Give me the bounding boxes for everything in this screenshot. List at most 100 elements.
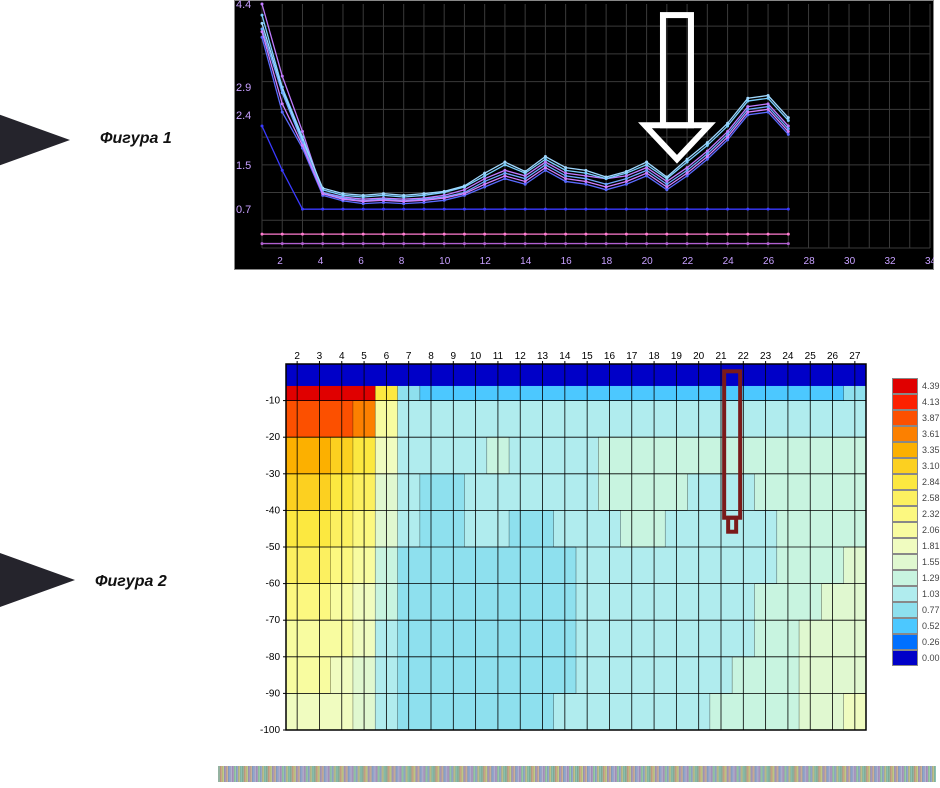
decor-chevron-1	[0, 50, 70, 230]
svg-text:10: 10	[439, 256, 451, 267]
svg-text:10: 10	[470, 351, 482, 362]
colorbar-swatch	[892, 394, 918, 410]
svg-text:-20: -20	[266, 432, 281, 443]
svg-text:25: 25	[805, 351, 817, 362]
svg-text:20: 20	[642, 256, 654, 267]
svg-text:4: 4	[318, 256, 324, 267]
svg-text:2: 2	[294, 351, 300, 362]
svg-text:26: 26	[827, 351, 839, 362]
svg-text:-90: -90	[266, 688, 281, 699]
svg-text:32: 32	[885, 256, 897, 267]
svg-text:22: 22	[682, 256, 694, 267]
svg-text:4.4: 4.4	[236, 0, 251, 11]
svg-text:-50: -50	[266, 542, 281, 553]
svg-text:21: 21	[715, 351, 727, 362]
colorbar-value: 0.26	[918, 637, 940, 647]
svg-text:27: 27	[849, 351, 861, 362]
svg-text:-40: -40	[266, 505, 281, 516]
colorbar-swatch	[892, 458, 918, 474]
colorbar-value: 3.10	[918, 461, 940, 471]
colorbar-swatch	[892, 602, 918, 618]
colorbar-value: 1.55	[918, 557, 940, 567]
svg-text:34: 34	[925, 256, 934, 267]
colorbar-value: 1.29	[918, 573, 940, 583]
svg-text:30: 30	[844, 256, 856, 267]
svg-text:26: 26	[763, 256, 775, 267]
colorbar-value: 0.52	[918, 621, 940, 631]
colorbar-swatch	[892, 410, 918, 426]
svg-text:18: 18	[601, 256, 613, 267]
colorbar-swatch	[892, 474, 918, 490]
figure1-chart: 0.71.52.42.94.42468101214161820222426283…	[234, 0, 934, 270]
colorbar-value: 3.61	[918, 429, 940, 439]
svg-text:16: 16	[604, 351, 616, 362]
colorbar-value: 1.81	[918, 541, 940, 551]
colorbar-value: 2.06	[918, 525, 940, 535]
svg-text:2.9: 2.9	[236, 82, 251, 94]
colorbar-value: 0.00	[918, 653, 940, 663]
svg-text:28: 28	[804, 256, 816, 267]
svg-text:19: 19	[671, 351, 683, 362]
colorbar-value: 4.39	[918, 381, 940, 391]
svg-text:17: 17	[626, 351, 638, 362]
colorbar-value: 4.13	[918, 397, 940, 407]
svg-text:3: 3	[317, 351, 323, 362]
svg-text:8: 8	[428, 351, 434, 362]
colorbar-swatch	[892, 378, 918, 394]
svg-text:14: 14	[520, 256, 532, 267]
colorbar-swatch	[892, 650, 918, 666]
colorbar-swatch	[892, 586, 918, 602]
svg-text:5: 5	[361, 351, 367, 362]
svg-text:18: 18	[649, 351, 661, 362]
svg-text:-100: -100	[260, 725, 280, 734]
svg-text:14: 14	[559, 351, 571, 362]
svg-text:15: 15	[582, 351, 594, 362]
svg-text:23: 23	[760, 351, 772, 362]
colorbar-value: 2.58	[918, 493, 940, 503]
colorbar-value: 2.84	[918, 477, 940, 487]
svg-text:13: 13	[537, 351, 549, 362]
svg-text:8: 8	[399, 256, 405, 267]
svg-text:22: 22	[738, 351, 750, 362]
decor-chevron-2	[0, 490, 75, 670]
colorbar-value: 1.03	[918, 589, 940, 599]
figure2-chart: 2345678910111213141516171819202122232425…	[250, 346, 870, 734]
svg-text:0.7: 0.7	[236, 204, 251, 216]
svg-text:1.5: 1.5	[236, 160, 251, 172]
svg-text:20: 20	[693, 351, 705, 362]
colorbar-swatch	[892, 426, 918, 442]
decor-noise-strip	[218, 766, 936, 782]
colorbar-swatch	[892, 538, 918, 554]
svg-text:7: 7	[406, 351, 412, 362]
svg-text:-70: -70	[266, 615, 281, 626]
colorbar-swatch	[892, 554, 918, 570]
svg-text:2.4: 2.4	[236, 110, 251, 122]
svg-text:2: 2	[277, 256, 283, 267]
colorbar-swatch	[892, 506, 918, 522]
svg-text:-30: -30	[266, 469, 281, 480]
figure1-label: Фигура 1	[100, 130, 172, 148]
colorbar-value: 2.32	[918, 509, 940, 519]
colorbar-value: 0.77	[918, 605, 940, 615]
svg-text:16: 16	[561, 256, 573, 267]
colorbar-swatch	[892, 490, 918, 506]
svg-text:6: 6	[358, 256, 364, 267]
svg-text:9: 9	[451, 351, 457, 362]
figure2-colorbar: 4.39 4.13 3.87 3.61 3.35 3.10 2.84 2.58 2.32 2.06…	[892, 378, 940, 666]
svg-text:12: 12	[480, 256, 492, 267]
svg-text:24: 24	[723, 256, 735, 267]
colorbar-swatch	[892, 522, 918, 538]
colorbar-swatch	[892, 618, 918, 634]
colorbar-swatch	[892, 442, 918, 458]
colorbar-swatch	[892, 570, 918, 586]
svg-text:-60: -60	[266, 579, 281, 590]
svg-text:24: 24	[782, 351, 794, 362]
svg-text:4: 4	[339, 351, 345, 362]
colorbar-swatch	[892, 634, 918, 650]
colorbar-value: 3.87	[918, 413, 940, 423]
colorbar-value: 3.35	[918, 445, 940, 455]
svg-text:11: 11	[493, 351, 504, 362]
svg-text:-10: -10	[266, 396, 281, 407]
svg-text:12: 12	[515, 351, 527, 362]
svg-text:-80: -80	[266, 652, 281, 663]
